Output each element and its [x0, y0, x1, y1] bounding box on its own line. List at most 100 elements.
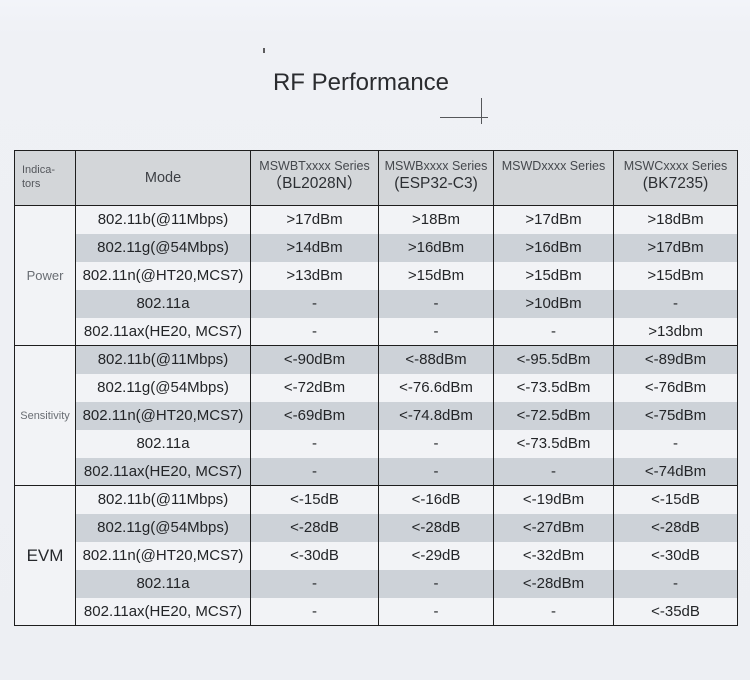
mode-header: Mode — [75, 150, 251, 206]
table-row: Sensitivity 802.11b(@11Mbps) <-90dBm <-88dB… — [14, 345, 738, 486]
value-cell: >13dBm — [250, 261, 379, 290]
table-row: 802.11a - - <-28dBm - — [15, 569, 738, 598]
value-cell: <-28dB — [613, 513, 738, 542]
indicator-label: Sensitivity — [14, 345, 76, 486]
value-cell: - — [613, 289, 738, 318]
value-cell: <-76dBm — [613, 373, 738, 402]
mode-cell: 802.11g(@54Mbps) — [75, 373, 251, 402]
value-cell: - — [493, 597, 614, 626]
value-cell: - — [378, 289, 494, 318]
value-cell: - — [378, 569, 494, 598]
tick-mark — [263, 48, 265, 53]
value-cell: - — [250, 597, 379, 626]
value-cell: <-30dB — [613, 541, 738, 570]
value-cell: - — [250, 457, 379, 486]
series-header-mswd: MSWDxxxx Series — [493, 150, 614, 206]
value-cell: >10dBm — [493, 289, 614, 318]
series-header-mswbt: MSWBTxxxx Series （BL2028N） — [250, 150, 379, 206]
mode-cell: 802.11b(@11Mbps) — [75, 485, 251, 514]
table-row: 802.11n(@HT20,MCS7) >13dBm >15dBm >15dBm >15… — [15, 261, 738, 290]
series-name: MSWDxxxx Series — [501, 159, 606, 173]
value-cell: <-30dB — [250, 541, 379, 570]
table-row: 802.11g(@54Mbps) <-72dBm <-76.6dBm <-73.5dB… — [15, 373, 738, 402]
value-cell: - — [250, 289, 379, 318]
table-row: 802.11n(@HT20,MCS7) <-69dBm <-74.8dBm <-72.… — [15, 401, 738, 430]
value-cell: >17dBm — [613, 233, 738, 262]
value-cell: - — [378, 317, 494, 346]
table-row: 802.11g(@54Mbps) <-28dB <-28dB <-27dBm <-28d… — [15, 513, 738, 542]
mode-cell: 802.11g(@54Mbps) — [75, 513, 251, 542]
crosshair-horizontal-line — [440, 117, 488, 118]
value-cell: - — [493, 457, 614, 486]
table-row: 802.11a - - <-73.5dBm - — [15, 429, 738, 458]
value-cell: >16dBm — [378, 233, 494, 262]
value-cell: <-27dBm — [493, 513, 614, 542]
value-cell: - — [250, 429, 379, 458]
mode-cell: 802.11n(@HT20,MCS7) — [75, 401, 251, 430]
series-header-mswc: MSWCxxxx Series (BK7235) — [613, 150, 738, 206]
mode-cell: 802.11ax(HE20, MCS7) — [75, 457, 251, 486]
crosshair-vertical-line — [481, 98, 482, 124]
table-header: Indica-tors Mode MSWBTxxxx Series （BL202… — [14, 150, 738, 206]
value-cell: <-69dBm — [250, 401, 379, 430]
table-row: 802.11ax(HE20, MCS7) - - - <-74dBm — [15, 457, 738, 486]
value-cell: >17dBm — [250, 205, 379, 234]
indicators-header-line2: tors — [22, 178, 41, 190]
indicator-label: EVM — [14, 485, 76, 626]
mode-cell: 802.11a — [75, 569, 251, 598]
mode-cell: 802.11n(@HT20,MCS7) — [75, 541, 251, 570]
header-row: Indica-tors Mode MSWBTxxxx Series （BL202… — [14, 150, 738, 206]
value-cell: - — [493, 317, 614, 346]
mode-cell: 802.11a — [75, 289, 251, 318]
value-cell: <-74.8dBm — [378, 401, 494, 430]
value-cell: - — [613, 569, 738, 598]
mode-cell: 802.11ax(HE20, MCS7) — [75, 317, 251, 346]
table-row: 802.11g(@54Mbps) >14dBm >16dBm >16dBm >17dBm — [15, 233, 738, 262]
value-cell: <-73.5dBm — [493, 373, 614, 402]
value-cell: <-88dBm — [378, 345, 494, 374]
value-cell: <-73.5dBm — [493, 429, 614, 458]
value-cell: - — [378, 597, 494, 626]
value-cell: <-16dB — [378, 485, 494, 514]
value-cell: <-35dB — [613, 597, 738, 626]
value-cell: <-28dB — [250, 513, 379, 542]
value-cell: <-32dBm — [493, 541, 614, 570]
table-row: 802.11n(@HT20,MCS7) <-30dB <-29dB <-32dBm <-… — [15, 541, 738, 570]
value-cell: >18dBm — [613, 205, 738, 234]
value-cell: <-15dB — [613, 485, 738, 514]
indicator-label: Power — [14, 205, 76, 346]
value-cell: <-28dBm — [493, 569, 614, 598]
table-row: 802.11ax(HE20, MCS7) - - - >13dbm — [15, 317, 738, 346]
value-cell: - — [378, 457, 494, 486]
section-sensitivity: Sensitivity 802.11b(@11Mbps) <-90dBm <-88dB… — [14, 345, 738, 486]
value-cell: - — [613, 429, 738, 458]
value-cell: >13dbm — [613, 317, 738, 346]
value-cell: - — [250, 569, 379, 598]
value-cell: >17dBm — [493, 205, 614, 234]
value-cell: <-74dBm — [613, 457, 738, 486]
value-cell: <-72dBm — [250, 373, 379, 402]
mode-cell: 802.11b(@11Mbps) — [75, 345, 251, 374]
section-evm: EVM 802.11b(@11Mbps) <-15dB <-16dB <-19dBm <-… — [14, 485, 738, 626]
value-cell: >16dBm — [493, 233, 614, 262]
value-cell: <-75dBm — [613, 401, 738, 430]
value-cell: >14dBm — [250, 233, 379, 262]
table-row: 802.11ax(HE20, MCS7) - - - <-35dB — [15, 597, 738, 626]
value-cell: <-76.6dBm — [378, 373, 494, 402]
indicators-header-line1: Indica- — [22, 164, 56, 177]
table-row: EVM 802.11b(@11Mbps) <-15dB <-16dB <-19dBm <-… — [14, 485, 738, 626]
series-header-mswb: MSWBxxxx Series (ESP32-C3) — [378, 150, 494, 206]
value-cell: <-28dB — [378, 513, 494, 542]
mode-cell: 802.11n(@HT20,MCS7) — [75, 261, 251, 290]
value-cell: <-90dBm — [250, 345, 379, 374]
value-cell: <-95.5dBm — [493, 345, 614, 374]
rf-performance-table: Indica-tors Mode MSWBTxxxx Series （BL202… — [14, 150, 738, 626]
indicators-header: Indica-tors — [14, 150, 76, 206]
page-title: RF Performance — [272, 69, 450, 96]
series-name: MSWCxxxx Series — [623, 159, 728, 173]
chip-name: (ESP32-C3) — [394, 175, 478, 193]
value-cell: >15dBm — [378, 261, 494, 290]
value-cell: >18Bm — [378, 205, 494, 234]
value-cell: >15dBm — [613, 261, 738, 290]
